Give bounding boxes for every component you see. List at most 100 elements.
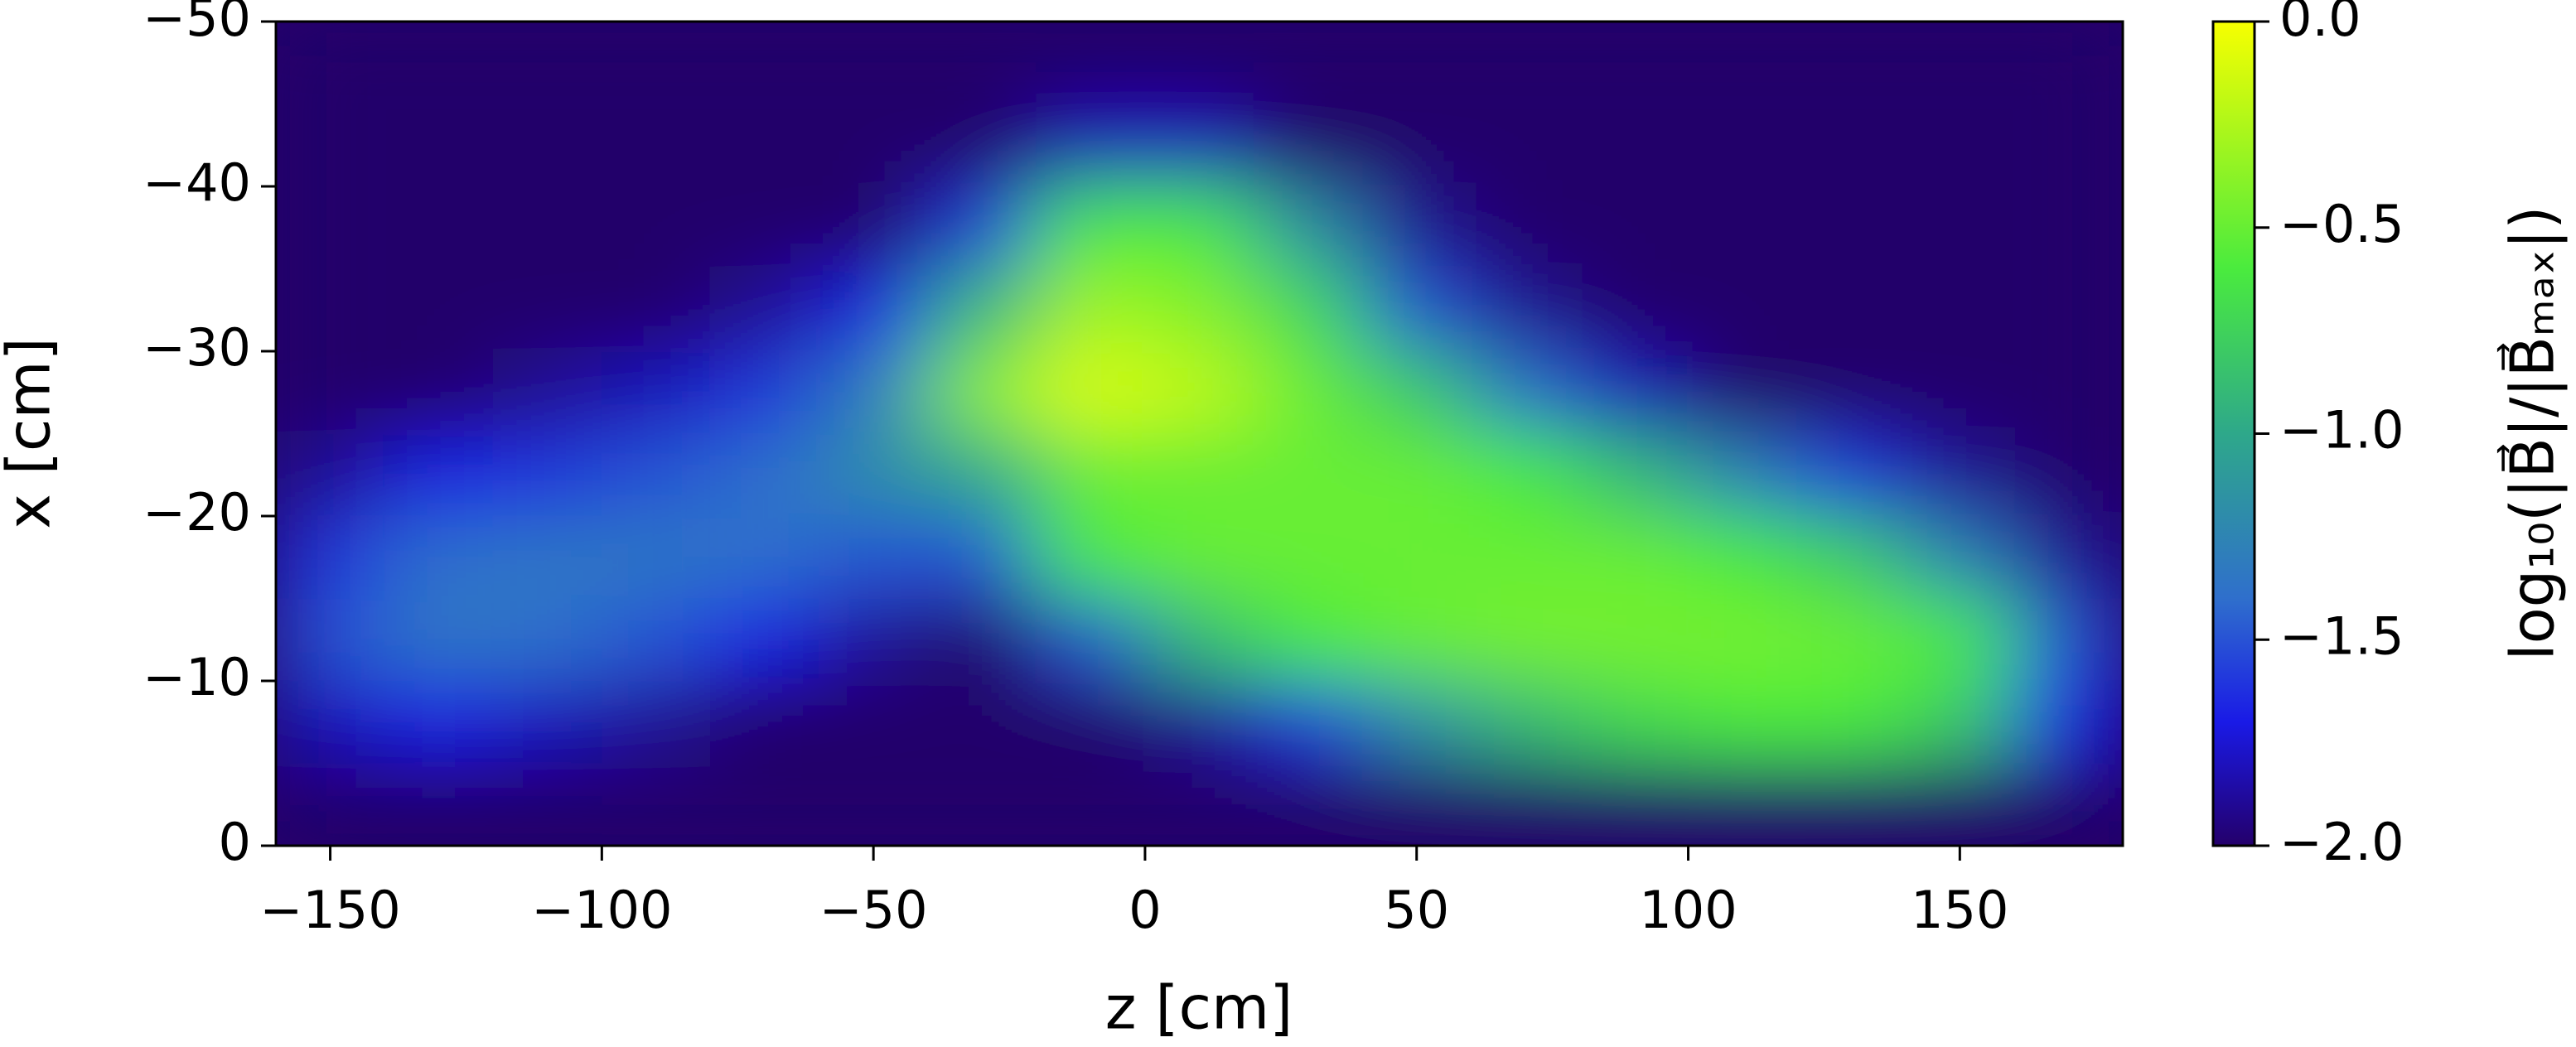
heatmap-cell xyxy=(2013,763,2123,846)
heatmap-cell xyxy=(1796,515,1907,599)
heatmap-cell xyxy=(1253,104,1363,187)
heatmap-cell xyxy=(927,763,1037,846)
heatmap-cell xyxy=(1905,763,2015,846)
colorbar-tick-label: 0.0 xyxy=(2279,0,2361,48)
heatmap-cell xyxy=(819,763,929,846)
heatmap-cell xyxy=(2013,515,2123,599)
heatmap-cell xyxy=(819,433,929,517)
heatmap-cell xyxy=(1253,268,1363,352)
heatmap-cell xyxy=(927,22,1037,104)
heatmap-cell xyxy=(601,598,711,682)
heatmap-cell xyxy=(927,268,1037,352)
heatmap-cell xyxy=(276,598,385,682)
heatmap-cell xyxy=(384,350,494,434)
colorbar-tick-label: −2.0 xyxy=(2279,812,2404,872)
heatmap-cell xyxy=(709,763,820,846)
heatmap-cell xyxy=(1470,104,1580,187)
heatmap-cell xyxy=(709,104,820,187)
x-tick-label: 150 xyxy=(1911,880,2008,940)
heatmap-cell xyxy=(1688,186,1798,269)
heatmap-cell xyxy=(927,186,1037,269)
heatmap-cell xyxy=(1688,763,1798,846)
heatmap-cell xyxy=(1796,186,1907,269)
heatmap-cell xyxy=(276,515,385,599)
heatmap-cell xyxy=(1036,350,1146,434)
heatmap-cell xyxy=(819,104,929,187)
heatmap-cell xyxy=(1688,433,1798,517)
heatmap-cell xyxy=(1361,104,1472,187)
heatmap-cell xyxy=(601,22,711,104)
x-tick-label: 0 xyxy=(1129,880,1161,940)
heatmap-cell xyxy=(492,104,602,187)
heatmap-cell xyxy=(927,350,1037,434)
heatmap-cell xyxy=(276,22,385,104)
heatmap-cell xyxy=(1361,22,1472,104)
y-tick-label: −40 xyxy=(143,152,251,213)
heatmap-cell xyxy=(1905,104,2015,187)
heatmap-cell xyxy=(927,433,1037,517)
heatmap-cell xyxy=(601,186,711,269)
heatmap-cell xyxy=(819,22,929,104)
heatmap-cell xyxy=(1036,186,1146,269)
x-axis-label: z [cm] xyxy=(1105,973,1293,1043)
heatmap-cell xyxy=(492,680,602,764)
heatmap-cell xyxy=(1036,268,1146,352)
heatmap-cell xyxy=(1036,598,1146,682)
colorbar-tick-label: −1.5 xyxy=(2279,606,2404,666)
heatmap-cell xyxy=(1144,186,1254,269)
heatmap-cell xyxy=(1144,680,1254,764)
heatmap-cell xyxy=(2013,680,2123,764)
heatmap-cell xyxy=(1688,104,1798,187)
heatmap-cell xyxy=(1470,763,1580,846)
heatmap-cell xyxy=(384,104,494,187)
colorbar xyxy=(2211,20,2256,847)
heatmap-cell xyxy=(1361,433,1472,517)
heatmap-cell xyxy=(492,763,602,846)
heatmap-cell xyxy=(1688,598,1798,682)
heatmap-cell xyxy=(1470,186,1580,269)
heatmap-cell xyxy=(1470,515,1580,599)
heatmap-cell xyxy=(1905,433,2015,517)
heatmap-cell xyxy=(1796,104,1907,187)
heatmap-cell xyxy=(1253,515,1363,599)
heatmap-cell xyxy=(1253,186,1363,269)
heatmap-cell xyxy=(492,515,602,599)
heatmap-cell xyxy=(276,350,385,434)
heatmap-cell xyxy=(1688,350,1798,434)
heatmap-cell xyxy=(1578,515,1689,599)
heatmap-cell xyxy=(1036,433,1146,517)
heatmap-cell xyxy=(1144,598,1254,682)
heatmap-cell xyxy=(492,350,602,434)
heatmap-cell xyxy=(1036,763,1146,846)
heatmap-cell xyxy=(1578,22,1689,104)
heatmap-cell xyxy=(1036,680,1146,764)
x-tick-label: −100 xyxy=(531,880,672,940)
heatmap-cell xyxy=(492,22,602,104)
heatmap-cell xyxy=(1036,104,1146,187)
heatmap-cell xyxy=(2013,104,2123,187)
x-tick-label: 100 xyxy=(1639,880,1737,940)
heatmap-cell xyxy=(2013,433,2123,517)
heatmap-cell xyxy=(1905,350,2015,434)
heatmap-cell xyxy=(276,104,385,187)
heatmap-cell xyxy=(384,515,494,599)
y-tick-label: −50 xyxy=(143,0,251,48)
heatmap-cell xyxy=(1253,598,1363,682)
heatmap-cell xyxy=(819,268,929,352)
heatmap-cell xyxy=(819,186,929,269)
heatmap-cell xyxy=(1578,104,1689,187)
x-tick-label: −50 xyxy=(819,880,928,940)
heatmap-cell xyxy=(819,598,929,682)
y-axis-label: x [cm] xyxy=(0,337,64,528)
plot-frame xyxy=(274,20,2124,847)
heatmap-cell xyxy=(1470,22,1580,104)
plot-area xyxy=(276,22,2123,846)
heatmap-cell xyxy=(927,680,1037,764)
heatmap-cell xyxy=(1905,515,2015,599)
heatmap-cell xyxy=(709,433,820,517)
y-tick-label: −30 xyxy=(143,317,251,378)
heatmap-cell xyxy=(492,433,602,517)
colorbar-label: log₁₀(|B⃗|/|B⃗ₘₐₓ|) xyxy=(2496,206,2568,661)
heatmap-cell xyxy=(1905,186,2015,269)
